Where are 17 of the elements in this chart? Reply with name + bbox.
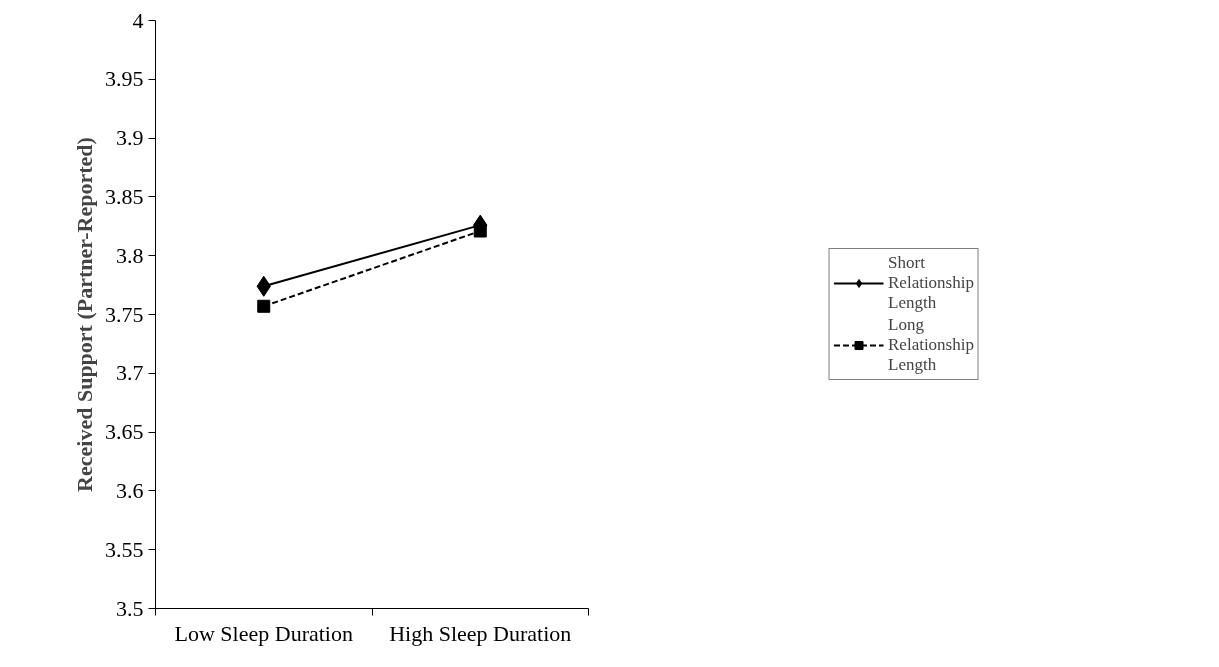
y-tick-label: 3.55	[105, 536, 144, 562]
y-tick-label: 3.9	[116, 125, 144, 151]
x-tick-label: Low Sleep Duration	[174, 620, 353, 646]
y-axis-title: Received Support (Partner-Reported)	[72, 137, 97, 492]
y-tick-label: 3.75	[105, 301, 144, 327]
legend-label: Short Relationship Length	[888, 253, 974, 313]
y-tick-label: 3.5	[116, 595, 144, 621]
point	[257, 299, 271, 313]
y-tick-label: 4	[132, 7, 144, 33]
x-tick-label: High Sleep Duration	[389, 620, 572, 646]
legend-label: Long Relationship Length	[888, 315, 974, 375]
y-tick-label: 3.95	[105, 66, 144, 92]
y-tick-label: 3.65	[105, 419, 144, 445]
y-tick-label: 3.85	[105, 183, 144, 209]
y-tick-label: 3.7	[116, 360, 144, 386]
y-tick-label: 3.8	[116, 242, 144, 268]
y-tick-label: 3.6	[116, 477, 144, 503]
